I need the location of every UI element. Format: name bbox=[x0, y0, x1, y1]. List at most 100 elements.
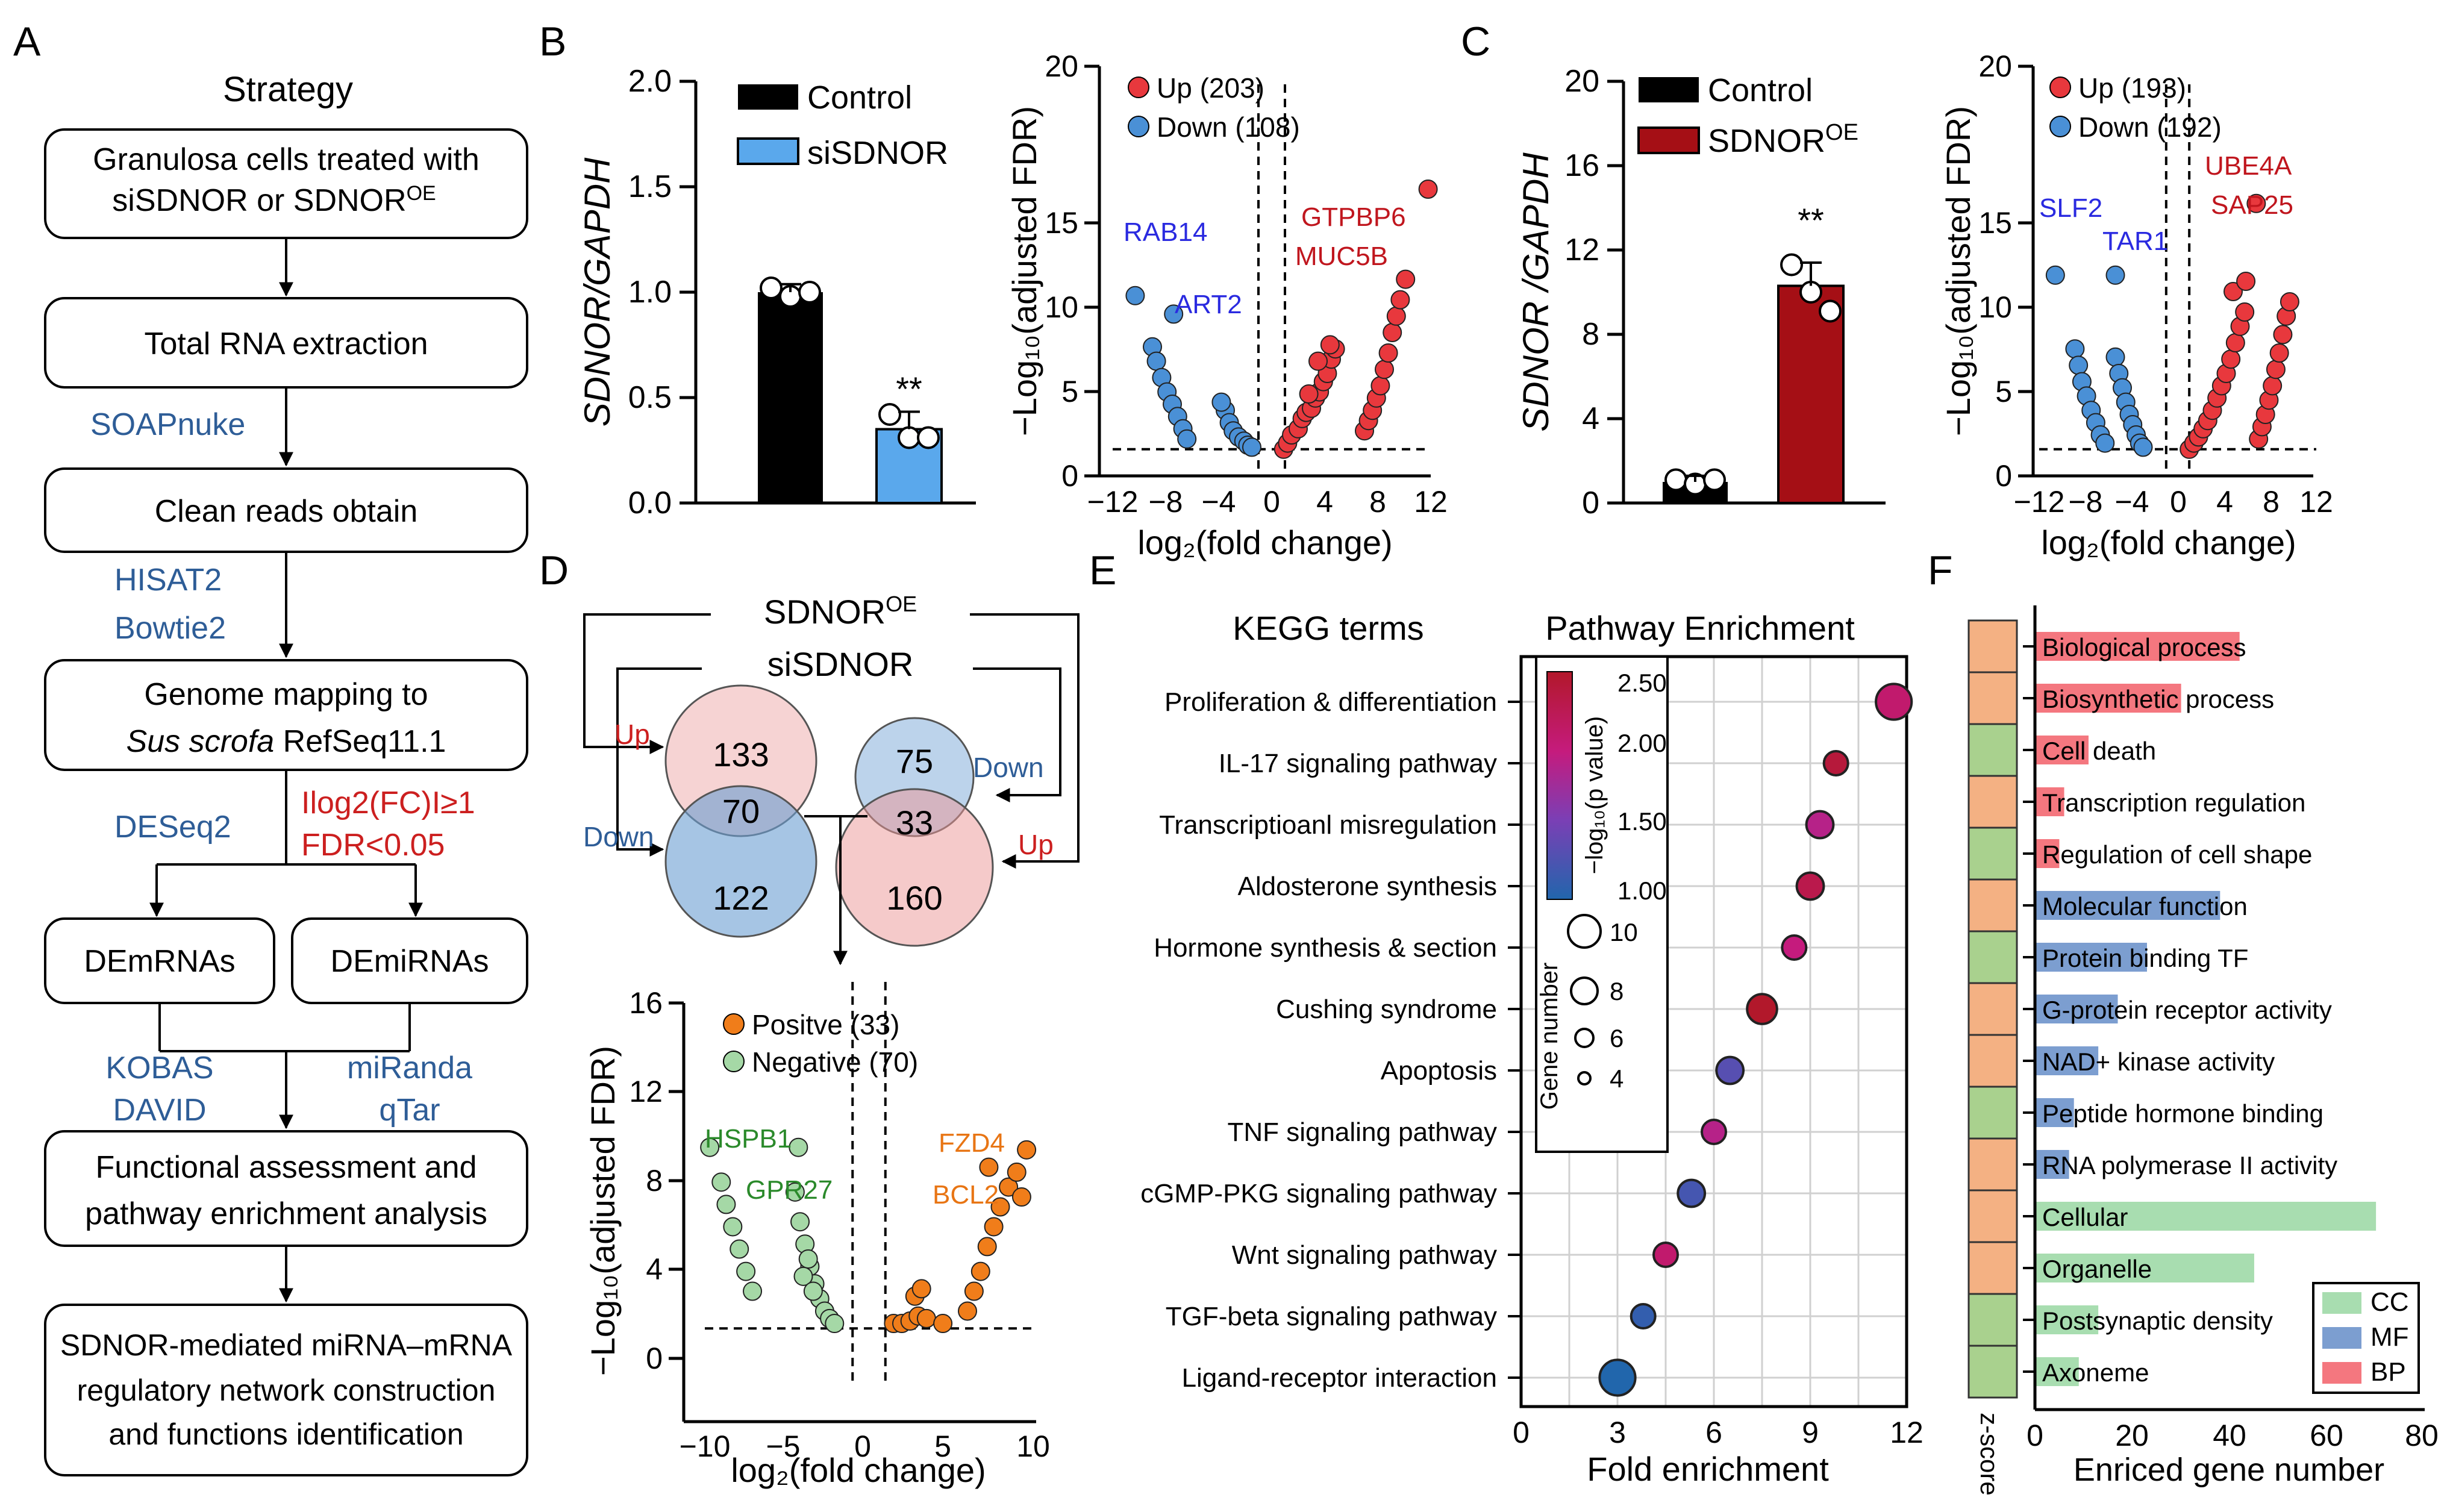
dv-xtick-2: 0 bbox=[854, 1429, 871, 1463]
f-bar-label: Axoneme bbox=[2042, 1358, 2149, 1387]
volcano-point bbox=[1390, 290, 1410, 310]
panel-b-letter: B bbox=[539, 19, 566, 64]
criteria-fdr: FDR<0.05 bbox=[301, 828, 445, 863]
e-title: Pathway Enrichment bbox=[1545, 609, 1855, 647]
cv-ytick-0: 0 bbox=[1995, 459, 2012, 493]
volcano-point bbox=[2266, 360, 2286, 380]
cv-ylabel: −Log₁₀(adjusted FDR) bbox=[1939, 106, 1977, 436]
e-pathway-label: TGF-beta signaling pathway bbox=[1166, 1302, 1497, 1331]
cv-xtick-4: 4 bbox=[2216, 485, 2233, 519]
bv-legend-up-dot bbox=[1128, 77, 1149, 98]
c-volcano-xticks: −12 −8 −4 0 4 8 12 bbox=[2014, 485, 2333, 519]
bar-point bbox=[760, 276, 783, 299]
volcano-point bbox=[958, 1301, 977, 1321]
d-volcano-yticks: 0 4 8 12 16 bbox=[629, 986, 684, 1375]
volcano-point bbox=[2225, 333, 2245, 352]
f-bar bbox=[2035, 943, 2148, 972]
e-size-tick-10: 10 bbox=[1610, 918, 1638, 946]
c-error-bars bbox=[1684, 261, 1822, 482]
e-size-4 bbox=[1577, 1071, 1592, 1086]
dv-xtick-1: −5 bbox=[766, 1429, 800, 1463]
venn-down-right: Down bbox=[973, 752, 1044, 783]
f-xtick-0: 0 bbox=[2027, 1419, 2043, 1452]
e-size-10 bbox=[1567, 914, 1602, 949]
cv-legend-up: Up (193) bbox=[2078, 72, 2186, 104]
step6-line2: pathway enrichment analysis bbox=[85, 1196, 487, 1231]
e-pathway-dot bbox=[1822, 750, 1849, 776]
venn-up-left: Up bbox=[614, 719, 650, 750]
bv-ytick-3: 15 bbox=[1045, 206, 1078, 240]
b-volcano-yticks: 0 5 10 15 20 bbox=[1045, 49, 1099, 493]
tool-miranda: miRanda bbox=[347, 1051, 472, 1086]
volcano-point bbox=[1308, 351, 1328, 371]
volcano-point bbox=[789, 1137, 808, 1157]
f-legend-mf-swatch bbox=[2322, 1327, 2361, 1349]
cv-ytick-3: 15 bbox=[1978, 206, 2012, 240]
f-zscore-cell bbox=[1967, 775, 2018, 829]
cv-xtick-3: 0 bbox=[2170, 485, 2187, 519]
volcano-point bbox=[1386, 306, 1406, 326]
volcano-point bbox=[1125, 286, 1145, 305]
bv-xtick-5: 8 bbox=[1369, 485, 1386, 519]
f-zscore-cell bbox=[1967, 982, 2018, 1036]
e-pathway-dot bbox=[1875, 683, 1913, 721]
dv-xtick-3: 5 bbox=[934, 1429, 951, 1463]
volcano-point bbox=[2269, 343, 2289, 363]
f-xtick-3: 60 bbox=[2310, 1419, 2343, 1452]
tool-david: DAVID bbox=[113, 1093, 206, 1128]
dv-gene-hspb1: HSPB1 bbox=[705, 1124, 792, 1154]
b-points-control bbox=[760, 276, 821, 308]
c-ylabel-a: SDNOR bbox=[1516, 301, 1556, 432]
e-size-label: Gene number bbox=[1536, 963, 1563, 1110]
e-pathway-label: Proliferation & differentiation bbox=[1164, 687, 1497, 717]
volcano-point bbox=[716, 1195, 736, 1214]
f-bar bbox=[2035, 1357, 2079, 1386]
b-ytick-3: 1.5 bbox=[628, 169, 672, 204]
volcano-point bbox=[2069, 355, 2089, 375]
step1-oe-sup: OE bbox=[407, 182, 436, 205]
b-bar-control bbox=[758, 292, 823, 503]
bar-point bbox=[898, 426, 920, 449]
panel-c-letter: C bbox=[1461, 19, 1490, 64]
volcano-point bbox=[736, 1261, 756, 1281]
venn-count-122: 122 bbox=[713, 879, 769, 917]
volcano-point bbox=[1177, 429, 1197, 449]
volcano-point bbox=[2280, 292, 2299, 311]
e-plot-frame bbox=[1519, 655, 1908, 1408]
bv-xtick-1: −8 bbox=[1148, 485, 1183, 519]
tool-kobas: KOBAS bbox=[105, 1051, 213, 1086]
volcano-point bbox=[1017, 1140, 1037, 1160]
e-cbar-label: −log₁₀(p value) bbox=[1581, 716, 1608, 874]
c-bar-yticks: 0 4 8 12 16 20 bbox=[1564, 64, 1624, 520]
dv-legend-pos-dot bbox=[723, 1013, 745, 1035]
bv-ytick-0: 0 bbox=[1061, 459, 1078, 493]
f-zscore-cell bbox=[1967, 1034, 2018, 1088]
f-bar-label: RNA polymerase II activity bbox=[2042, 1151, 2337, 1179]
e-cbar-tick-2: 1.50 bbox=[1617, 807, 1667, 836]
cv-legend-down: Down (192) bbox=[2078, 111, 2222, 143]
e-kegg-header: KEGG terms bbox=[1233, 609, 1424, 647]
cv-ytick-2: 10 bbox=[1978, 290, 2012, 324]
f-bar-label: Regulation of cell shape bbox=[2042, 840, 2312, 869]
venn-count-70: 70 bbox=[722, 792, 760, 830]
c-points-control bbox=[1664, 468, 1726, 496]
venn-down-left: Down bbox=[583, 821, 654, 852]
volcano-point bbox=[916, 1308, 936, 1328]
bv-xtick-3: 0 bbox=[1263, 485, 1280, 519]
bv-ytick-1: 5 bbox=[1061, 375, 1078, 408]
c-ytick-3: 12 bbox=[1564, 233, 1599, 267]
volcano-point bbox=[970, 1261, 990, 1281]
b-ytick-2: 1.0 bbox=[628, 275, 672, 310]
e-cbar-tick-0: 2.50 bbox=[1617, 669, 1667, 697]
f-zscore-cell bbox=[1967, 1293, 2018, 1347]
volcano-point bbox=[1370, 376, 1390, 396]
f-bar bbox=[2035, 1305, 2099, 1334]
f-xtick-1: 20 bbox=[2115, 1419, 2149, 1452]
f-bar bbox=[2035, 1254, 2254, 1282]
dv-legend-pos: Positve (33) bbox=[752, 1009, 899, 1040]
dv-gene-fzd4: FZD4 bbox=[939, 1128, 1005, 1158]
f-bar bbox=[2035, 1098, 2074, 1127]
c-legend-oe-sup: OE bbox=[1825, 120, 1858, 145]
e-pathway-dot bbox=[1715, 1055, 1745, 1086]
f-xlabel: Enriced gene number bbox=[2074, 1452, 2384, 1488]
